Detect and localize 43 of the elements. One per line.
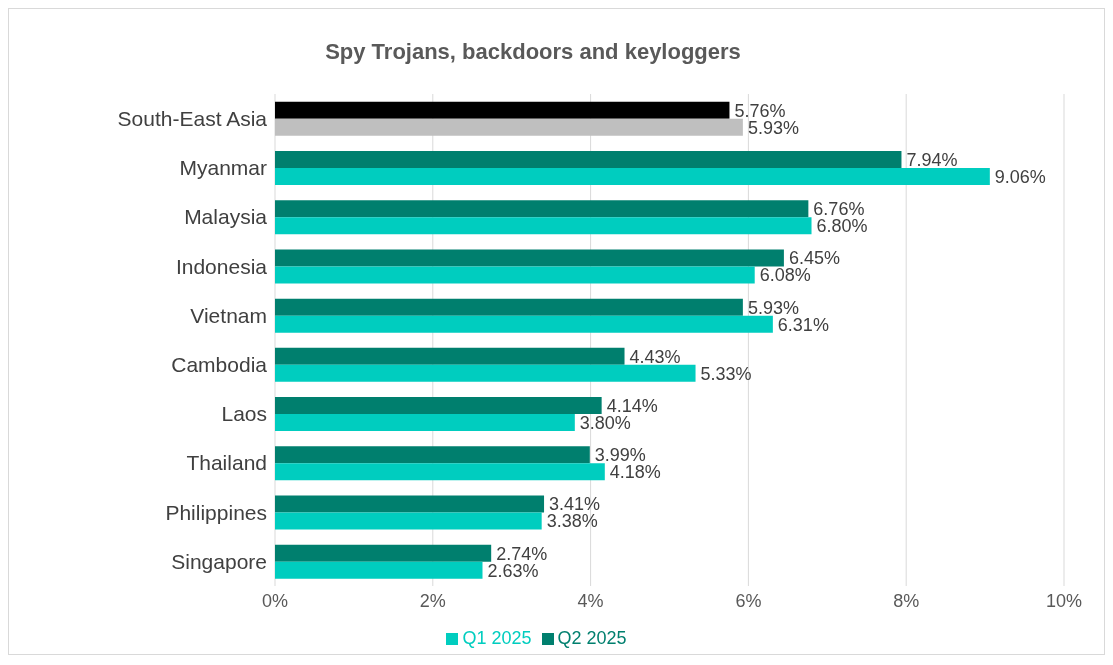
bar <box>275 101 730 119</box>
bar <box>275 217 812 235</box>
y-tick-label: Vietnam <box>190 303 267 327</box>
bar <box>275 249 784 267</box>
bar <box>275 446 590 464</box>
x-tick-label: 6% <box>735 590 762 611</box>
x-tick-label: 8% <box>893 590 920 611</box>
bar <box>275 364 696 382</box>
bar <box>275 495 545 513</box>
bar <box>275 151 902 169</box>
y-tick-label: Indonesia <box>175 254 268 278</box>
data-label: 7.94% <box>906 149 958 170</box>
bar <box>275 561 483 579</box>
y-tick-label: Singapore <box>171 549 267 573</box>
y-tick-label: Cambodia <box>171 353 268 377</box>
x-tick-label: 0% <box>261 590 289 611</box>
bar <box>275 200 809 218</box>
y-tick-label: Malaysia <box>184 205 268 229</box>
y-tick-label: South-East Asia <box>117 107 268 131</box>
bar <box>275 463 605 481</box>
bar <box>275 347 625 365</box>
bar <box>275 266 755 284</box>
legend-label: Q2 2025 <box>557 628 627 648</box>
data-label: 5.33% <box>700 363 752 384</box>
data-label: 9.06% <box>994 166 1046 187</box>
bar <box>275 512 542 530</box>
bar <box>275 315 773 333</box>
y-tick-label: Laos <box>221 402 267 426</box>
x-tick-label: 4% <box>577 590 604 611</box>
bar <box>275 118 743 136</box>
y-tick-label: Myanmar <box>179 156 267 180</box>
bar <box>275 298 743 316</box>
x-tick-label: 2% <box>419 590 446 611</box>
chart-title: Spy Trojans, backdoors and keyloggers <box>324 39 742 65</box>
x-tick-label: 10% <box>1045 590 1083 611</box>
bar <box>275 414 575 432</box>
legend-label: Q1 2025 <box>462 628 532 648</box>
bar <box>275 544 492 562</box>
bar <box>275 397 602 415</box>
y-tick-label: Philippines <box>165 500 267 524</box>
data-label: 4.43% <box>629 346 681 367</box>
bar <box>275 168 990 186</box>
y-tick-label: Thailand <box>186 451 267 475</box>
